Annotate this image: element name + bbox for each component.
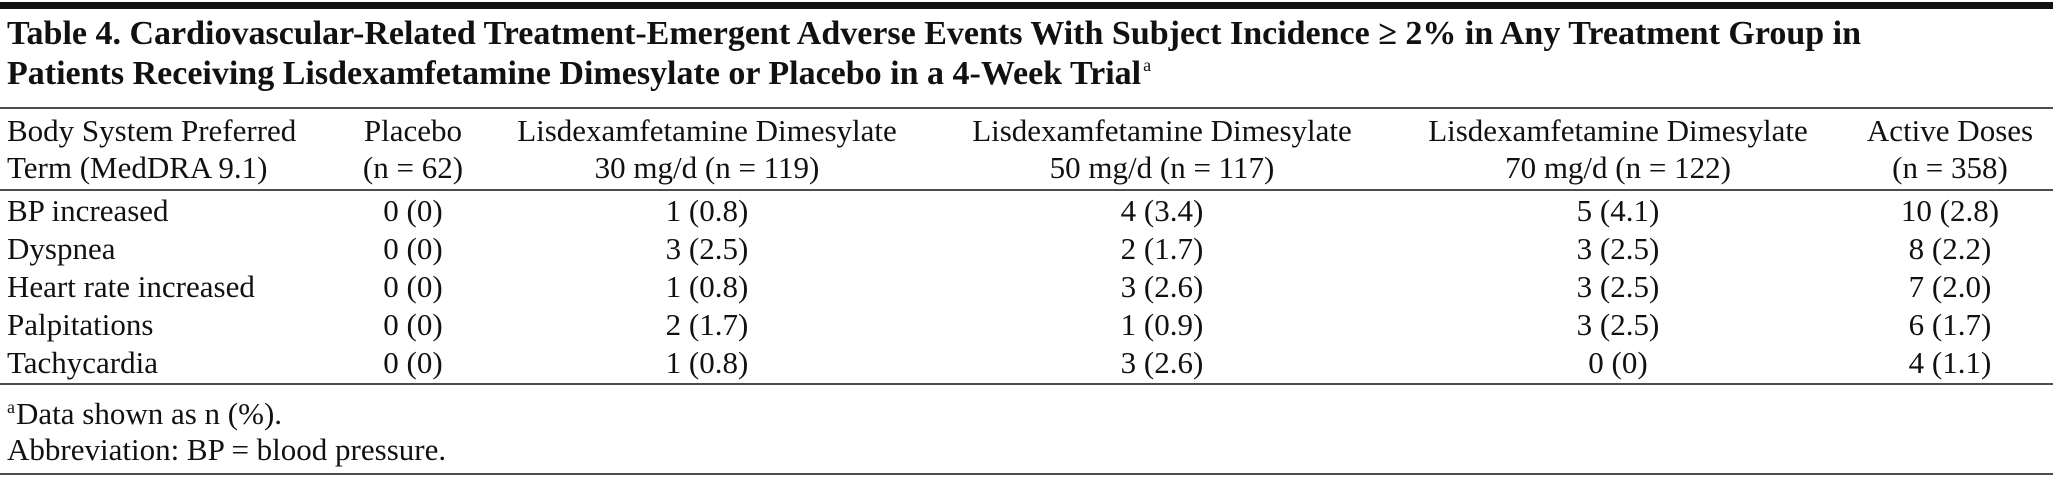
column-header: Lisdexamfetamine Dimesylate [517, 113, 897, 148]
cell: 8 (2.2) [1909, 231, 1992, 266]
row-label: Tachycardia [7, 345, 158, 380]
cell: 6 (1.7) [1909, 307, 1992, 342]
cell: 7 (2.0) [1909, 269, 1992, 304]
cell: 4 (3.4) [1121, 193, 1204, 228]
cell: 3 (2.5) [1577, 307, 1660, 342]
cell: 1 (0.8) [666, 345, 749, 380]
title-line: Table 4. Cardiovascular-Related Treatmen… [7, 15, 1861, 52]
column-header: 70 mg/d (n = 122) [1505, 150, 1731, 185]
cell: 3 (2.5) [666, 231, 749, 266]
cell: 0 (0) [1588, 345, 1647, 380]
cell: 0 (0) [383, 307, 442, 342]
cell: 0 (0) [383, 345, 442, 380]
cell: 1 (0.8) [666, 193, 749, 228]
footnote-marker: a [7, 397, 15, 417]
cell: 3 (2.5) [1577, 231, 1660, 266]
footnote: Abbreviation: BP = blood pressure. [7, 432, 446, 467]
column-header: (n = 62) [363, 150, 463, 185]
column-header: Lisdexamfetamine Dimesylate [972, 113, 1352, 148]
cell: 1 (0.9) [1121, 307, 1204, 342]
cell: 3 (2.6) [1121, 345, 1204, 380]
cell: 2 (1.7) [666, 307, 749, 342]
cell: 1 (0.8) [666, 269, 749, 304]
row-label: BP increased [7, 193, 169, 228]
column-header: Body System Preferred [7, 113, 297, 148]
cell: 10 (2.8) [1901, 193, 1999, 228]
cell: 0 (0) [383, 193, 442, 228]
column-header: (n = 358) [1892, 150, 2008, 185]
cell: 2 (1.7) [1121, 231, 1204, 266]
cell: 5 (4.1) [1577, 193, 1660, 228]
cell: 4 (1.1) [1909, 345, 1992, 380]
column-header: Term (MedDRA 9.1) [7, 150, 267, 185]
column-header: 30 mg/d (n = 119) [595, 150, 820, 185]
cell: 0 (0) [383, 269, 442, 304]
title-marker: a [1143, 55, 1151, 75]
column-header: Active Doses [1867, 113, 2033, 148]
top-rule [0, 2, 2053, 9]
cell: 3 (2.6) [1121, 269, 1204, 304]
row-label: Heart rate increased [7, 269, 255, 304]
cell: 3 (2.5) [1577, 269, 1660, 304]
row-label: Palpitations [7, 307, 153, 342]
column-header: Placebo [364, 113, 462, 148]
cell: 0 (0) [383, 231, 442, 266]
row-label: Dyspnea [7, 231, 116, 266]
footnote: Data shown as n (%). [16, 396, 282, 431]
column-header: 50 mg/d (n = 117) [1050, 150, 1275, 185]
column-header: Lisdexamfetamine Dimesylate [1428, 113, 1808, 148]
title-line: Patients Receiving Lisdexamfetamine Dime… [7, 55, 1141, 92]
